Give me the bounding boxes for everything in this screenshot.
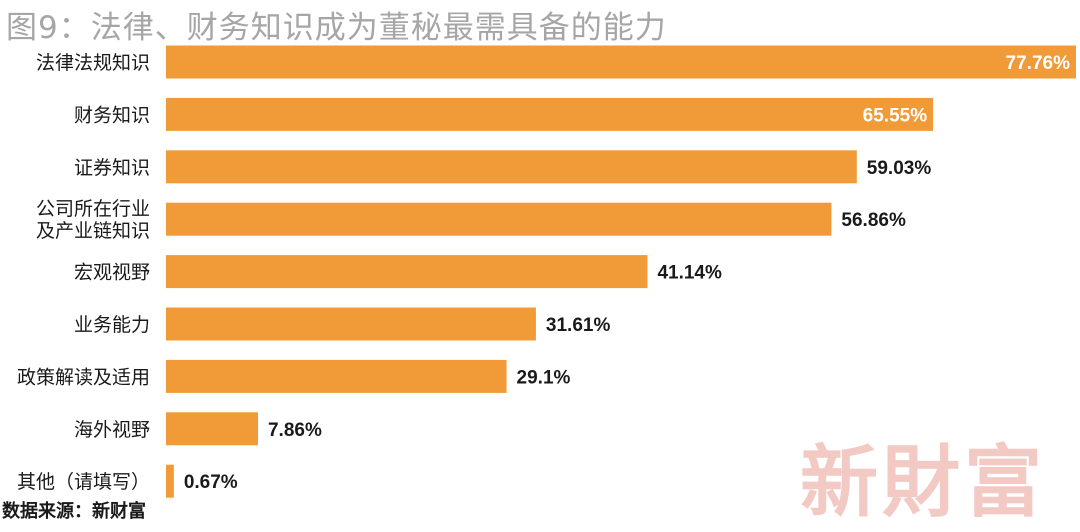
value-label-8: 0.67%: [184, 472, 238, 493]
category-label-2: 证券知识: [74, 157, 150, 179]
data-source-note: 数据来源：新财富: [2, 501, 146, 522]
value-label-3: 56.86%: [841, 210, 906, 231]
value-label-6: 29.1%: [517, 367, 571, 388]
watermark-logo: 新財富: [800, 437, 1047, 528]
bar-3: [166, 202, 832, 236]
value-label-2: 59.03%: [867, 158, 932, 179]
bar-4: [166, 255, 648, 289]
bar-8: [166, 464, 174, 498]
chart-title: 图9：法律、财务知识成为董秘最需具备的能力: [6, 10, 667, 46]
category-label-4: 宏观视野: [74, 262, 150, 284]
category-label-3: 公司所在行业及产业链知识: [36, 198, 150, 242]
value-label-0: 77.76%: [1006, 53, 1071, 74]
bar-5: [166, 307, 536, 341]
value-label-1: 65.55%: [863, 105, 928, 126]
category-label-8: 其他（请填写）: [17, 471, 150, 493]
value-label-7: 7.86%: [268, 420, 322, 441]
category-label-6: 政策解读及适用: [17, 366, 150, 388]
category-label-0: 法律法规知识: [36, 52, 150, 74]
category-label-5: 业务能力: [74, 314, 150, 336]
value-label-5: 31.61%: [546, 315, 611, 336]
value-label-4: 41.14%: [657, 263, 722, 284]
bar-6: [166, 359, 507, 393]
bar-7: [166, 412, 258, 446]
bar-2: [166, 150, 857, 184]
bar-0: [166, 45, 1076, 79]
bar-1: [166, 97, 934, 131]
bar-chart: 法律法规知识 77.76% 财务知识 65.55% 证券知识 59.03% 公司所在行业及产…: [17, 45, 1076, 498]
category-label-7: 海外视野: [74, 419, 150, 441]
category-label-1: 财务知识: [74, 104, 150, 126]
